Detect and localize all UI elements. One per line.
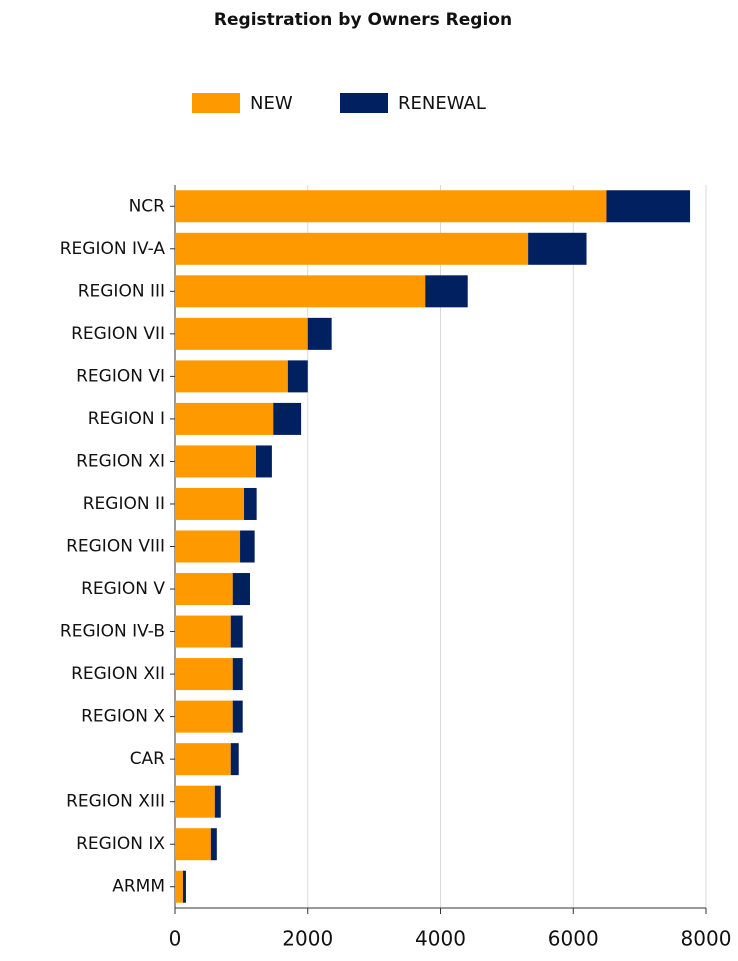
bar	[230, 743, 239, 776]
bar	[175, 190, 607, 223]
y-tick-label: REGION XI	[76, 451, 165, 471]
legend-swatch	[340, 93, 388, 113]
bar	[175, 743, 231, 776]
bar	[182, 870, 186, 903]
bar	[175, 828, 211, 861]
y-tick-label: REGION IX	[76, 834, 165, 854]
legend-label: RENEWAL	[398, 93, 486, 114]
bar	[175, 573, 233, 606]
bar	[175, 232, 529, 265]
bar	[175, 317, 308, 350]
y-tick-label: REGION V	[81, 579, 165, 599]
y-tick-label: ARMM	[112, 877, 165, 897]
y-tick-label: REGION XIII	[66, 792, 165, 812]
bar	[425, 275, 468, 308]
bar	[175, 785, 215, 818]
y-tick-label: NCR	[129, 196, 166, 216]
bar	[175, 530, 241, 563]
y-tick-label: REGION VIII	[66, 537, 165, 557]
bar	[175, 487, 245, 520]
bar	[307, 317, 332, 350]
bar	[175, 870, 183, 903]
bar	[232, 658, 243, 691]
legend-swatch	[192, 93, 240, 113]
bar	[214, 785, 221, 818]
y-tick-label: REGION I	[88, 409, 165, 429]
bar	[175, 700, 233, 733]
bar	[230, 615, 243, 648]
bar	[606, 190, 691, 223]
bar	[255, 445, 272, 478]
bar	[528, 232, 587, 265]
bar	[210, 828, 217, 861]
bar	[273, 402, 302, 435]
x-tick-label: 4000	[415, 927, 466, 951]
bar	[232, 700, 243, 733]
bar	[287, 360, 308, 393]
y-tick-label: REGION IV-A	[60, 239, 166, 259]
bar	[175, 360, 288, 393]
x-tick-label: 8000	[681, 927, 732, 951]
bar	[175, 402, 274, 435]
bar	[175, 615, 231, 648]
bar	[240, 530, 255, 563]
y-tick-label: REGION IV-B	[60, 622, 165, 642]
bar	[175, 658, 233, 691]
x-tick-label: 2000	[282, 927, 333, 951]
bar	[244, 487, 257, 520]
chart-title: Registration by Owners Region	[214, 10, 512, 30]
y-tick-label: CAR	[130, 749, 165, 769]
y-tick-label: REGION II	[83, 494, 165, 514]
x-tick-label: 0	[169, 927, 182, 951]
y-tick-label: REGION X	[81, 707, 165, 727]
legend-label: NEW	[250, 93, 293, 114]
bar	[175, 275, 426, 308]
y-tick-label: REGION VII	[71, 324, 165, 344]
y-tick-label: REGION III	[78, 281, 165, 301]
y-tick-label: REGION XII	[71, 664, 165, 684]
y-tick-label: REGION VI	[76, 366, 165, 386]
bar	[175, 445, 256, 478]
x-tick-label: 6000	[548, 927, 599, 951]
bar	[232, 573, 251, 606]
